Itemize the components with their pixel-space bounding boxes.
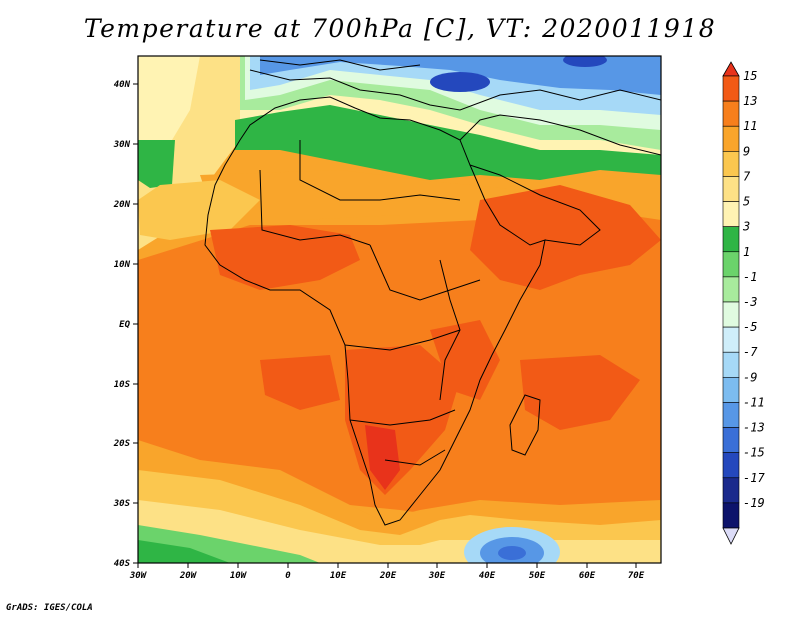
colorbar-swatch — [722, 301, 740, 328]
y-tick-label: 20N — [113, 200, 131, 210]
colorbar-label: -15 — [743, 446, 765, 460]
coastline-africa — [204, 96, 546, 526]
colorbar-swatch — [722, 427, 740, 453]
coastline-europe-north — [259, 59, 421, 71]
colorbar-label: 5 — [743, 195, 750, 209]
colorbar-label: -9 — [743, 370, 757, 384]
colorbar-swatch — [722, 477, 740, 504]
colorbar-swatch — [722, 75, 740, 102]
y-tick-label: 30S — [113, 499, 131, 509]
map-frame — [137, 55, 662, 564]
colorbar: 15 13 11 9 7 5 3 1 -1 -3 -5 -7 -9 -11 -13 -15 -17 -19 — [722, 61, 765, 545]
x-tick-label: 10W — [230, 571, 248, 581]
colorbar-swatch — [722, 100, 740, 127]
coastline-arabia-north — [459, 114, 661, 156]
field-southatlantic-hot — [260, 355, 340, 410]
colorbar-swatch — [722, 502, 740, 529]
x-tick-label: 70E — [628, 571, 645, 581]
colorbar-label: -11 — [743, 395, 765, 409]
colorbar-bottom-arrow — [722, 527, 740, 545]
field-westafrica-light — [138, 180, 260, 240]
colorbar-swatch — [722, 226, 740, 253]
border-sahara-1 — [299, 140, 461, 201]
y-tick-label: 20S — [113, 439, 131, 449]
colorbar-label: -5 — [743, 320, 757, 334]
field-kalahari-veryhot — [365, 425, 400, 490]
field-hornofafrica-hot — [470, 185, 661, 290]
coastline-europe — [249, 69, 661, 111]
x-tick-label: 20E — [379, 571, 397, 581]
colorbar-swatch — [722, 402, 740, 428]
y-tick-label: EQ — [119, 320, 130, 330]
coastline-madagascar — [509, 394, 541, 456]
colorbar-label: 1 — [743, 245, 750, 259]
y-tick-label: 10N — [114, 260, 131, 270]
colorbar-label: -13 — [743, 421, 765, 435]
colorbar-swatch — [722, 377, 740, 403]
temperature-field — [138, 56, 661, 563]
coastline-arabia — [469, 164, 601, 246]
colorbar-top-arrow — [722, 61, 740, 77]
field-south-coldpool-center — [498, 546, 526, 560]
x-tick-label: 60E — [579, 571, 596, 581]
colorbar-swatch — [722, 326, 740, 353]
x-tick-label: 30E — [428, 571, 446, 581]
colorbar-label: 15 — [743, 69, 757, 83]
colorbar-swatch — [722, 151, 740, 177]
border-sahara-2 — [259, 169, 371, 246]
colorbar-swatch — [722, 125, 740, 152]
x-tick-label: 20W — [179, 571, 198, 581]
x-tick-label: 30W — [129, 571, 148, 581]
border-east-1 — [439, 259, 461, 401]
y-tick-label: 10S — [114, 380, 131, 390]
field-sahel-hot — [210, 225, 360, 290]
colorbar-label: 11 — [743, 119, 757, 133]
y-tick-label: 30N — [113, 140, 131, 150]
y-tick-label: 40S — [114, 559, 131, 569]
y-tick-label: 40N — [114, 80, 131, 90]
x-tick-label: 50E — [529, 571, 546, 581]
x-tick-label: 0 — [285, 571, 291, 581]
colorbar-swatch — [722, 351, 740, 378]
colorbar-label: 3 — [742, 220, 750, 234]
field-eastafrica-hot — [430, 320, 500, 400]
axis-tick-marks — [133, 83, 637, 568]
field-north-green — [235, 105, 661, 180]
colorbar-label: 13 — [743, 94, 757, 108]
y-axis-labels: 40N 30N 20N 10N EQ 10S 20S 30S 40S — [113, 80, 131, 569]
field-north-coldspot — [430, 72, 490, 92]
border-south-2 — [384, 449, 446, 466]
x-tick-label: 40E — [479, 571, 496, 581]
colorbar-label: 9 — [743, 144, 750, 158]
colorbar-swatch — [722, 276, 740, 303]
colorbar-swatch — [722, 176, 740, 202]
coastlines — [204, 59, 661, 526]
border-south-1 — [349, 409, 456, 426]
credit-label: GrADS: IGES/COLA — [6, 603, 93, 613]
colorbar-label: -3 — [743, 295, 757, 309]
colorbar-label: -19 — [743, 496, 765, 510]
colorbar-swatch — [722, 251, 740, 278]
border-central-1 — [369, 244, 481, 301]
field-north-blue — [260, 56, 661, 95]
map-title: Temperature at 700hPa [C], VT: 202001191… — [83, 14, 717, 43]
field-north-coldspot2 — [563, 56, 607, 67]
x-tick-label: 10E — [330, 571, 347, 581]
colorbar-swatch — [722, 201, 740, 227]
colorbar-swatch — [722, 452, 740, 479]
field-indianocean-hot — [520, 355, 640, 430]
colorbar-label: -1 — [743, 270, 757, 284]
x-axis-labels: 30W 20W 10W 0 10E 20E 30E 40E 50E 60E 70… — [129, 571, 645, 581]
colorbar-label: 7 — [743, 169, 751, 183]
colorbar-label: -17 — [743, 471, 765, 485]
field-south-darkgreen — [138, 540, 230, 563]
field-atlantic-green — [138, 140, 175, 188]
border-central-2 — [344, 329, 461, 351]
colorbar-label: -7 — [743, 345, 758, 359]
